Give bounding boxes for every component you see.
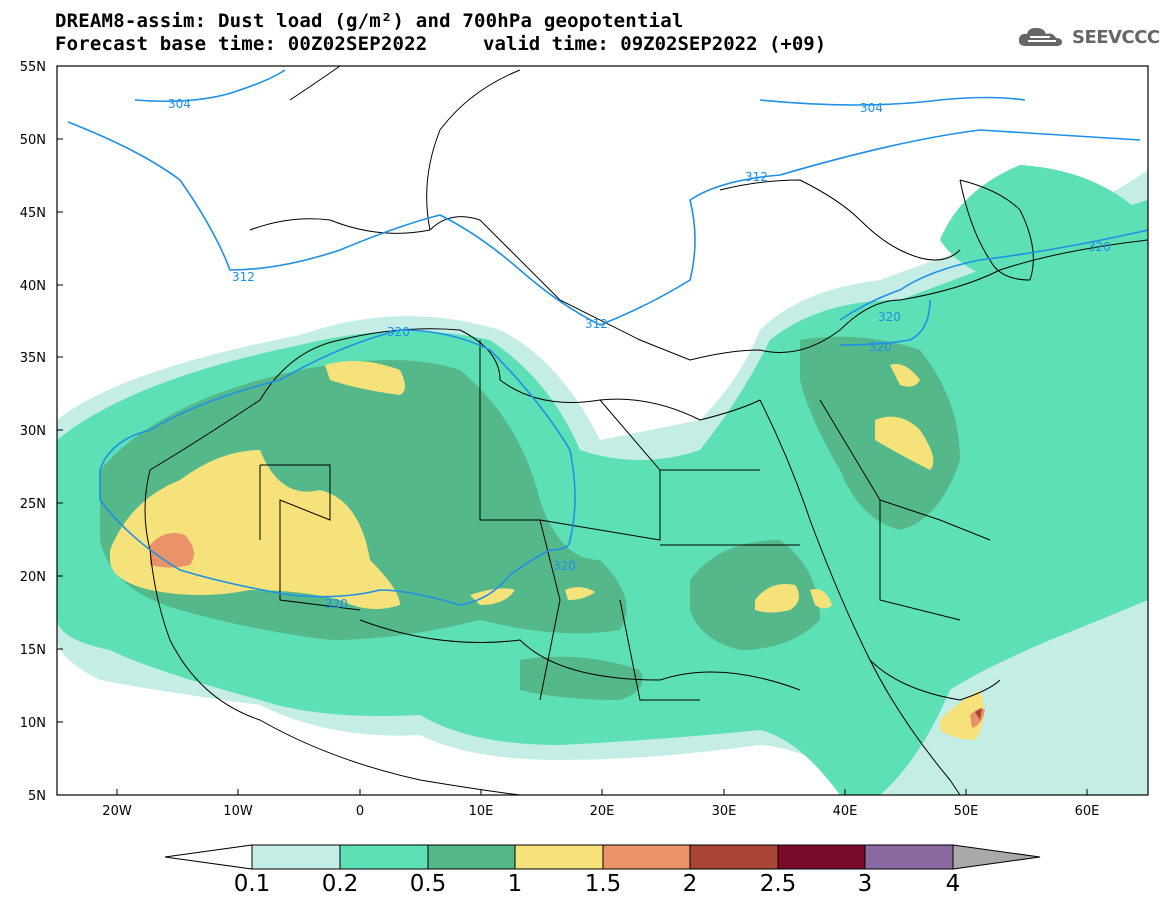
lon-label: 0 — [356, 804, 364, 819]
map-title: DREAM8-assim: Dust load (g/m²) and 700hP… — [55, 10, 684, 32]
lat-label: 25N — [20, 497, 46, 512]
colorbar-label: 0.1 — [233, 871, 271, 897]
lat-label: 35N — [20, 351, 46, 366]
colorbar-segment — [602, 844, 691, 870]
lon-label: 10E — [469, 804, 494, 819]
lat-label: 5N — [28, 789, 46, 804]
colorbar-segment — [864, 844, 954, 870]
colorbar-segment — [777, 844, 866, 870]
longitude-labels: 20W 10W 0 10E 20E 30E 40E 50E 60E — [102, 804, 1099, 819]
contour-labels: 304 304 312 312 312 320 320 320 320 320 … — [168, 97, 1111, 611]
contour-label: 304 — [860, 101, 883, 115]
lon-label: 20W — [102, 804, 132, 819]
colorbar-under-arrow — [164, 844, 253, 870]
lat-label: 30N — [20, 424, 46, 439]
colorbar-label: 2.5 — [759, 871, 797, 897]
logo-text: SEEVCCC — [1072, 26, 1160, 48]
lat-label: 45N — [20, 206, 46, 221]
lon-label: 10W — [223, 804, 253, 819]
colorbar-label: 0.5 — [409, 871, 447, 897]
contour-label: 320 — [387, 325, 410, 339]
colorbar — [164, 844, 1041, 870]
contour-label: 312 — [585, 317, 608, 331]
colorbar-label: 3 — [857, 871, 873, 897]
geopotential-contours — [67, 69, 1149, 606]
dust-load-fields — [57, 66, 1148, 795]
lon-label: 40E — [833, 804, 858, 819]
lat-label: 50N — [20, 133, 46, 148]
lon-label: 50E — [954, 804, 979, 819]
seevccc-logo: SEEVCCC — [1016, 24, 1160, 50]
colorbar-label: 1 — [507, 871, 523, 897]
lon-label: 30E — [712, 804, 737, 819]
colorbar-label: 2 — [682, 871, 698, 897]
axis-ticks — [57, 65, 1088, 795]
contour-label: 320 — [869, 340, 892, 354]
lat-label: 20N — [20, 570, 46, 585]
colorbar-over-arrow — [952, 844, 1041, 870]
lon-label: 60E — [1075, 804, 1100, 819]
coastlines-borders — [144, 65, 1149, 796]
contour-label: 320 — [553, 559, 576, 573]
lon-label: 20E — [590, 804, 615, 819]
valid-time: valid time: 09Z02SEP2022 (+09) — [483, 33, 827, 55]
contour-label: 320 — [325, 597, 348, 611]
lat-label: 10N — [20, 716, 46, 731]
lat-label: 15N — [20, 643, 46, 658]
lat-label: 55N — [20, 60, 46, 75]
colorbar-segment — [251, 844, 341, 870]
lat-label: 40N — [20, 279, 46, 294]
colorbar-label: 4 — [945, 871, 961, 897]
forecast-base-time: Forecast base time: 00Z02SEP2022 — [55, 33, 428, 55]
colorbar-segment — [427, 844, 516, 870]
contour-label: 312 — [232, 270, 255, 284]
colorbar-label: 1.5 — [584, 871, 622, 897]
colorbar-segment — [339, 844, 429, 870]
colorbar-segment — [689, 844, 779, 870]
cloud-logo-icon — [1018, 27, 1062, 46]
contour-label: 320 — [1088, 240, 1111, 254]
colorbar-segment — [514, 844, 604, 870]
contour-label: 320 — [878, 310, 901, 324]
contour-label: 304 — [168, 97, 191, 111]
contour-label: 312 — [745, 170, 768, 184]
colorbar-label: 0.2 — [321, 871, 359, 897]
latitude-labels: 55N 50N 45N 40N 35N 30N 25N 20N 15N 10N … — [20, 60, 46, 804]
